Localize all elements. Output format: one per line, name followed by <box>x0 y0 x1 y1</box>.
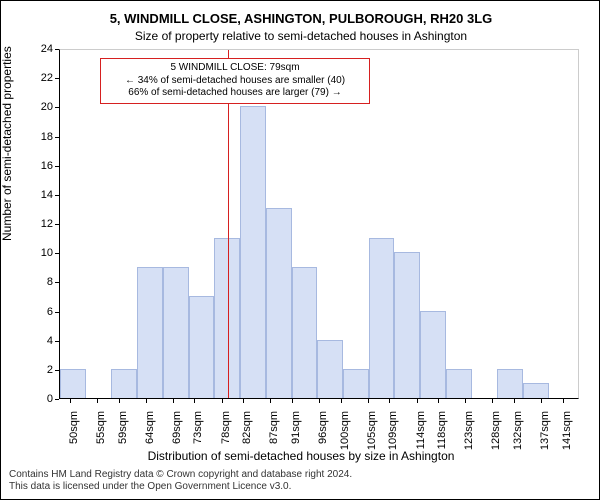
x-tick-mark <box>368 399 369 403</box>
y-tick-label: 4 <box>13 335 53 347</box>
histogram-bar <box>420 311 446 399</box>
x-axis-label: Distribution of semi-detached houses by … <box>1 449 600 463</box>
y-tick-mark <box>55 49 59 50</box>
y-tick-mark <box>55 399 59 400</box>
y-tick-label: 6 <box>13 306 53 318</box>
y-tick-label: 22 <box>13 72 53 84</box>
plot-area: 5 WINDMILL CLOSE: 79sqm← 34% of semi-det… <box>59 49 579 399</box>
y-tick-mark <box>55 312 59 313</box>
y-tick-label: 16 <box>13 160 53 172</box>
x-tick-mark <box>194 399 195 403</box>
y-tick-mark <box>55 282 59 283</box>
x-tick-mark <box>341 399 342 403</box>
y-tick-label: 20 <box>13 101 53 113</box>
y-axis-label: Number of semi-detached properties <box>0 46 14 241</box>
x-tick-mark <box>243 399 244 403</box>
x-tick-mark <box>119 399 120 403</box>
y-tick-label: 0 <box>13 393 53 405</box>
histogram-bar <box>240 106 266 398</box>
y-tick-mark <box>55 195 59 196</box>
histogram-bar <box>446 369 472 398</box>
chart-container: 5, WINDMILL CLOSE, ASHINGTON, PULBOROUGH… <box>0 0 600 500</box>
y-tick-label: 12 <box>13 218 53 230</box>
annotation-line2: ← 34% of semi-detached houses are smalle… <box>107 75 363 88</box>
y-tick-label: 14 <box>13 189 53 201</box>
x-tick-mark <box>319 399 320 403</box>
y-tick-mark <box>55 107 59 108</box>
x-tick-mark <box>514 399 515 403</box>
histogram-bar <box>369 238 395 398</box>
histogram-bar <box>292 267 318 398</box>
y-tick-mark <box>55 341 59 342</box>
annotation-line1: 5 WINDMILL CLOSE: 79sqm <box>107 62 363 75</box>
histogram-bar <box>523 383 549 398</box>
histogram-bar <box>137 267 163 398</box>
x-tick-mark <box>173 399 174 403</box>
histogram-bar <box>266 208 292 398</box>
x-tick-mark <box>492 399 493 403</box>
y-tick-mark <box>55 224 59 225</box>
chart-title-main: 5, WINDMILL CLOSE, ASHINGTON, PULBOROUGH… <box>1 11 600 26</box>
x-tick-mark <box>417 399 418 403</box>
x-tick-mark <box>389 399 390 403</box>
footer-attribution: Contains HM Land Registry data © Crown c… <box>9 469 352 493</box>
histogram-bar <box>317 340 343 398</box>
y-tick-label: 10 <box>13 247 53 259</box>
y-tick-mark <box>55 78 59 79</box>
histogram-bar <box>343 369 369 398</box>
x-tick-mark <box>146 399 147 403</box>
histogram-bar <box>497 369 523 398</box>
histogram-bar <box>60 369 86 398</box>
footer-line1: Contains HM Land Registry data © Crown c… <box>9 469 352 481</box>
x-tick-mark <box>292 399 293 403</box>
y-tick-label: 8 <box>13 276 53 288</box>
y-tick-mark <box>55 137 59 138</box>
x-tick-mark <box>563 399 564 403</box>
y-tick-label: 2 <box>13 364 53 376</box>
x-tick-mark <box>541 399 542 403</box>
y-tick-label: 18 <box>13 131 53 143</box>
x-tick-mark <box>270 399 271 403</box>
y-tick-mark <box>55 166 59 167</box>
x-tick-mark <box>97 399 98 403</box>
footer-line2: This data is licensed under the Open Gov… <box>9 481 352 493</box>
histogram-bar <box>394 252 420 398</box>
x-tick-mark <box>465 399 466 403</box>
histogram-bar <box>163 267 189 398</box>
x-tick-mark <box>222 399 223 403</box>
y-tick-mark <box>55 370 59 371</box>
histogram-bar <box>111 369 137 398</box>
y-tick-label: 24 <box>13 43 53 55</box>
histogram-bar <box>189 296 215 398</box>
x-tick-mark <box>70 399 71 403</box>
x-tick-mark <box>438 399 439 403</box>
y-tick-mark <box>55 253 59 254</box>
annotation-line3: 66% of semi-detached houses are larger (… <box>107 87 363 100</box>
annotation-box: 5 WINDMILL CLOSE: 79sqm← 34% of semi-det… <box>100 58 370 104</box>
chart-title-sub: Size of property relative to semi-detach… <box>1 29 600 43</box>
